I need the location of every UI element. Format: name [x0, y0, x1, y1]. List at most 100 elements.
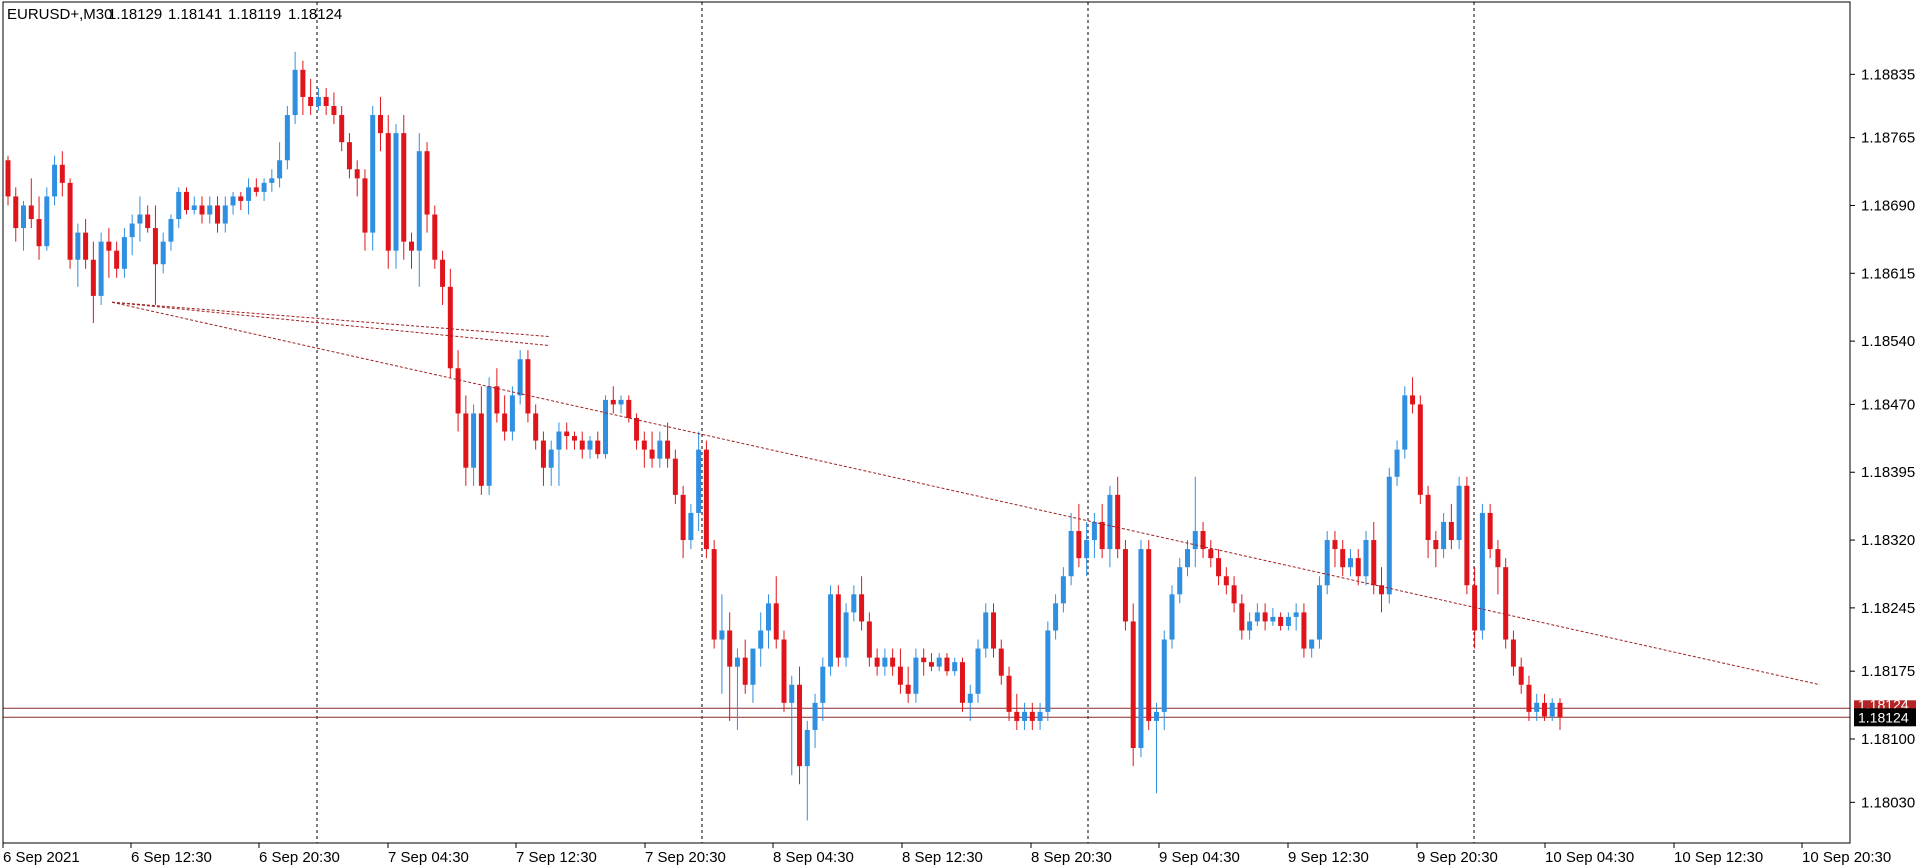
candle	[377, 96, 383, 152]
time-separators	[316, 2, 1475, 843]
candle	[1254, 603, 1260, 626]
price-tag-text: 1.18124	[1858, 709, 1909, 725]
candle-body	[331, 105, 337, 116]
candle	[649, 431, 655, 468]
current-price-tag: 1.18124	[1854, 708, 1916, 727]
candle	[1347, 549, 1353, 577]
candle-body	[1487, 512, 1493, 550]
candle	[401, 115, 407, 260]
candle-body	[1091, 521, 1097, 541]
candle	[246, 178, 252, 215]
candle-body	[680, 494, 686, 541]
candle	[750, 648, 756, 703]
candle-body	[1060, 576, 1066, 604]
trendline[interactable]	[111, 301, 551, 347]
candle	[1076, 503, 1082, 568]
candle-body	[1379, 585, 1385, 595]
candle-body	[936, 657, 942, 667]
candle	[742, 639, 748, 694]
candle	[765, 594, 771, 649]
candle-body	[665, 440, 671, 459]
candle-body	[1247, 621, 1253, 631]
candle	[308, 78, 314, 116]
x-tick-label: 7 Sep 20:30	[645, 849, 726, 866]
x-tick-label: 7 Sep 12:30	[516, 849, 597, 866]
candle-body	[1254, 612, 1260, 622]
candle	[626, 395, 632, 423]
candle-body	[44, 196, 50, 247]
candle	[253, 178, 259, 197]
candle-body	[183, 191, 189, 210]
price-axis[interactable]: 1.18835 1.18765 1.18690 1.18615 1.18540 1.184…	[1850, 66, 1915, 811]
candle	[160, 232, 166, 274]
candle-body	[28, 205, 34, 220]
candle	[967, 684, 973, 721]
candle-body	[773, 603, 779, 640]
y-tick-label: 1.18175	[1861, 663, 1915, 680]
candle	[1146, 540, 1152, 730]
candle-body	[1363, 540, 1369, 577]
candle	[362, 169, 368, 251]
candle	[191, 196, 197, 215]
candle	[897, 648, 903, 694]
candle-body	[866, 621, 872, 658]
ohlc-close: 1.18124	[288, 6, 342, 23]
candle-body	[618, 399, 624, 405]
candle	[1487, 503, 1493, 559]
candle	[711, 540, 717, 649]
trendline[interactable]	[111, 301, 1821, 686]
candle	[533, 404, 539, 450]
candle	[44, 187, 50, 251]
candle-body	[129, 223, 135, 238]
candle	[121, 228, 127, 278]
candle	[1153, 702, 1159, 794]
candle	[1503, 558, 1509, 649]
y-tick-label: 1.18395	[1861, 464, 1915, 481]
candle-body	[750, 648, 756, 685]
candle	[1115, 476, 1121, 559]
y-tick-label: 1.18470	[1861, 396, 1915, 413]
candle-body	[672, 458, 678, 495]
candle-body	[525, 359, 531, 414]
trendlines[interactable]	[111, 301, 1821, 686]
candle-body	[983, 612, 989, 649]
candle-body	[835, 594, 841, 658]
candle-body	[1549, 702, 1555, 717]
candle-body	[696, 449, 702, 513]
candle-body	[52, 164, 58, 197]
candle-body	[222, 205, 228, 224]
candle	[494, 368, 500, 423]
candle	[1510, 630, 1516, 676]
candle	[556, 422, 562, 486]
candle-body	[424, 151, 430, 215]
candle-body	[1169, 594, 1175, 640]
candle	[913, 648, 919, 703]
candle	[215, 196, 221, 233]
symbol-label: EURUSD+,M30	[7, 6, 112, 23]
candle-body	[641, 440, 647, 450]
time-axis[interactable]: 6 Sep 2021 6 Sep 12:30 6 Sep 20:30 7 Sep 04…	[2, 843, 1891, 866]
ohlc-open: 1.18129	[108, 6, 162, 23]
x-tick-label: 9 Sep 12:30	[1288, 849, 1369, 866]
y-tick-label: 1.18765	[1861, 130, 1915, 147]
candle	[199, 196, 205, 224]
candle-body	[1394, 449, 1400, 477]
candle-body	[1107, 494, 1113, 550]
candle	[1417, 395, 1423, 504]
candle-body	[370, 115, 376, 233]
candle	[1441, 512, 1447, 559]
trendline[interactable]	[111, 301, 551, 338]
candle-body	[152, 228, 158, 265]
candle-body	[1541, 702, 1547, 717]
candle	[1410, 377, 1416, 414]
candle	[1340, 540, 1346, 577]
candle	[339, 105, 345, 152]
chart-header: EURUSD+,M30 1.18129 1.18141 1.18119 1.18…	[7, 6, 342, 23]
candle-body	[797, 684, 803, 767]
candle	[1060, 567, 1066, 613]
candle-body	[5, 160, 11, 197]
candle-body	[905, 684, 911, 694]
candle	[882, 648, 888, 676]
candle-body	[1223, 576, 1229, 586]
